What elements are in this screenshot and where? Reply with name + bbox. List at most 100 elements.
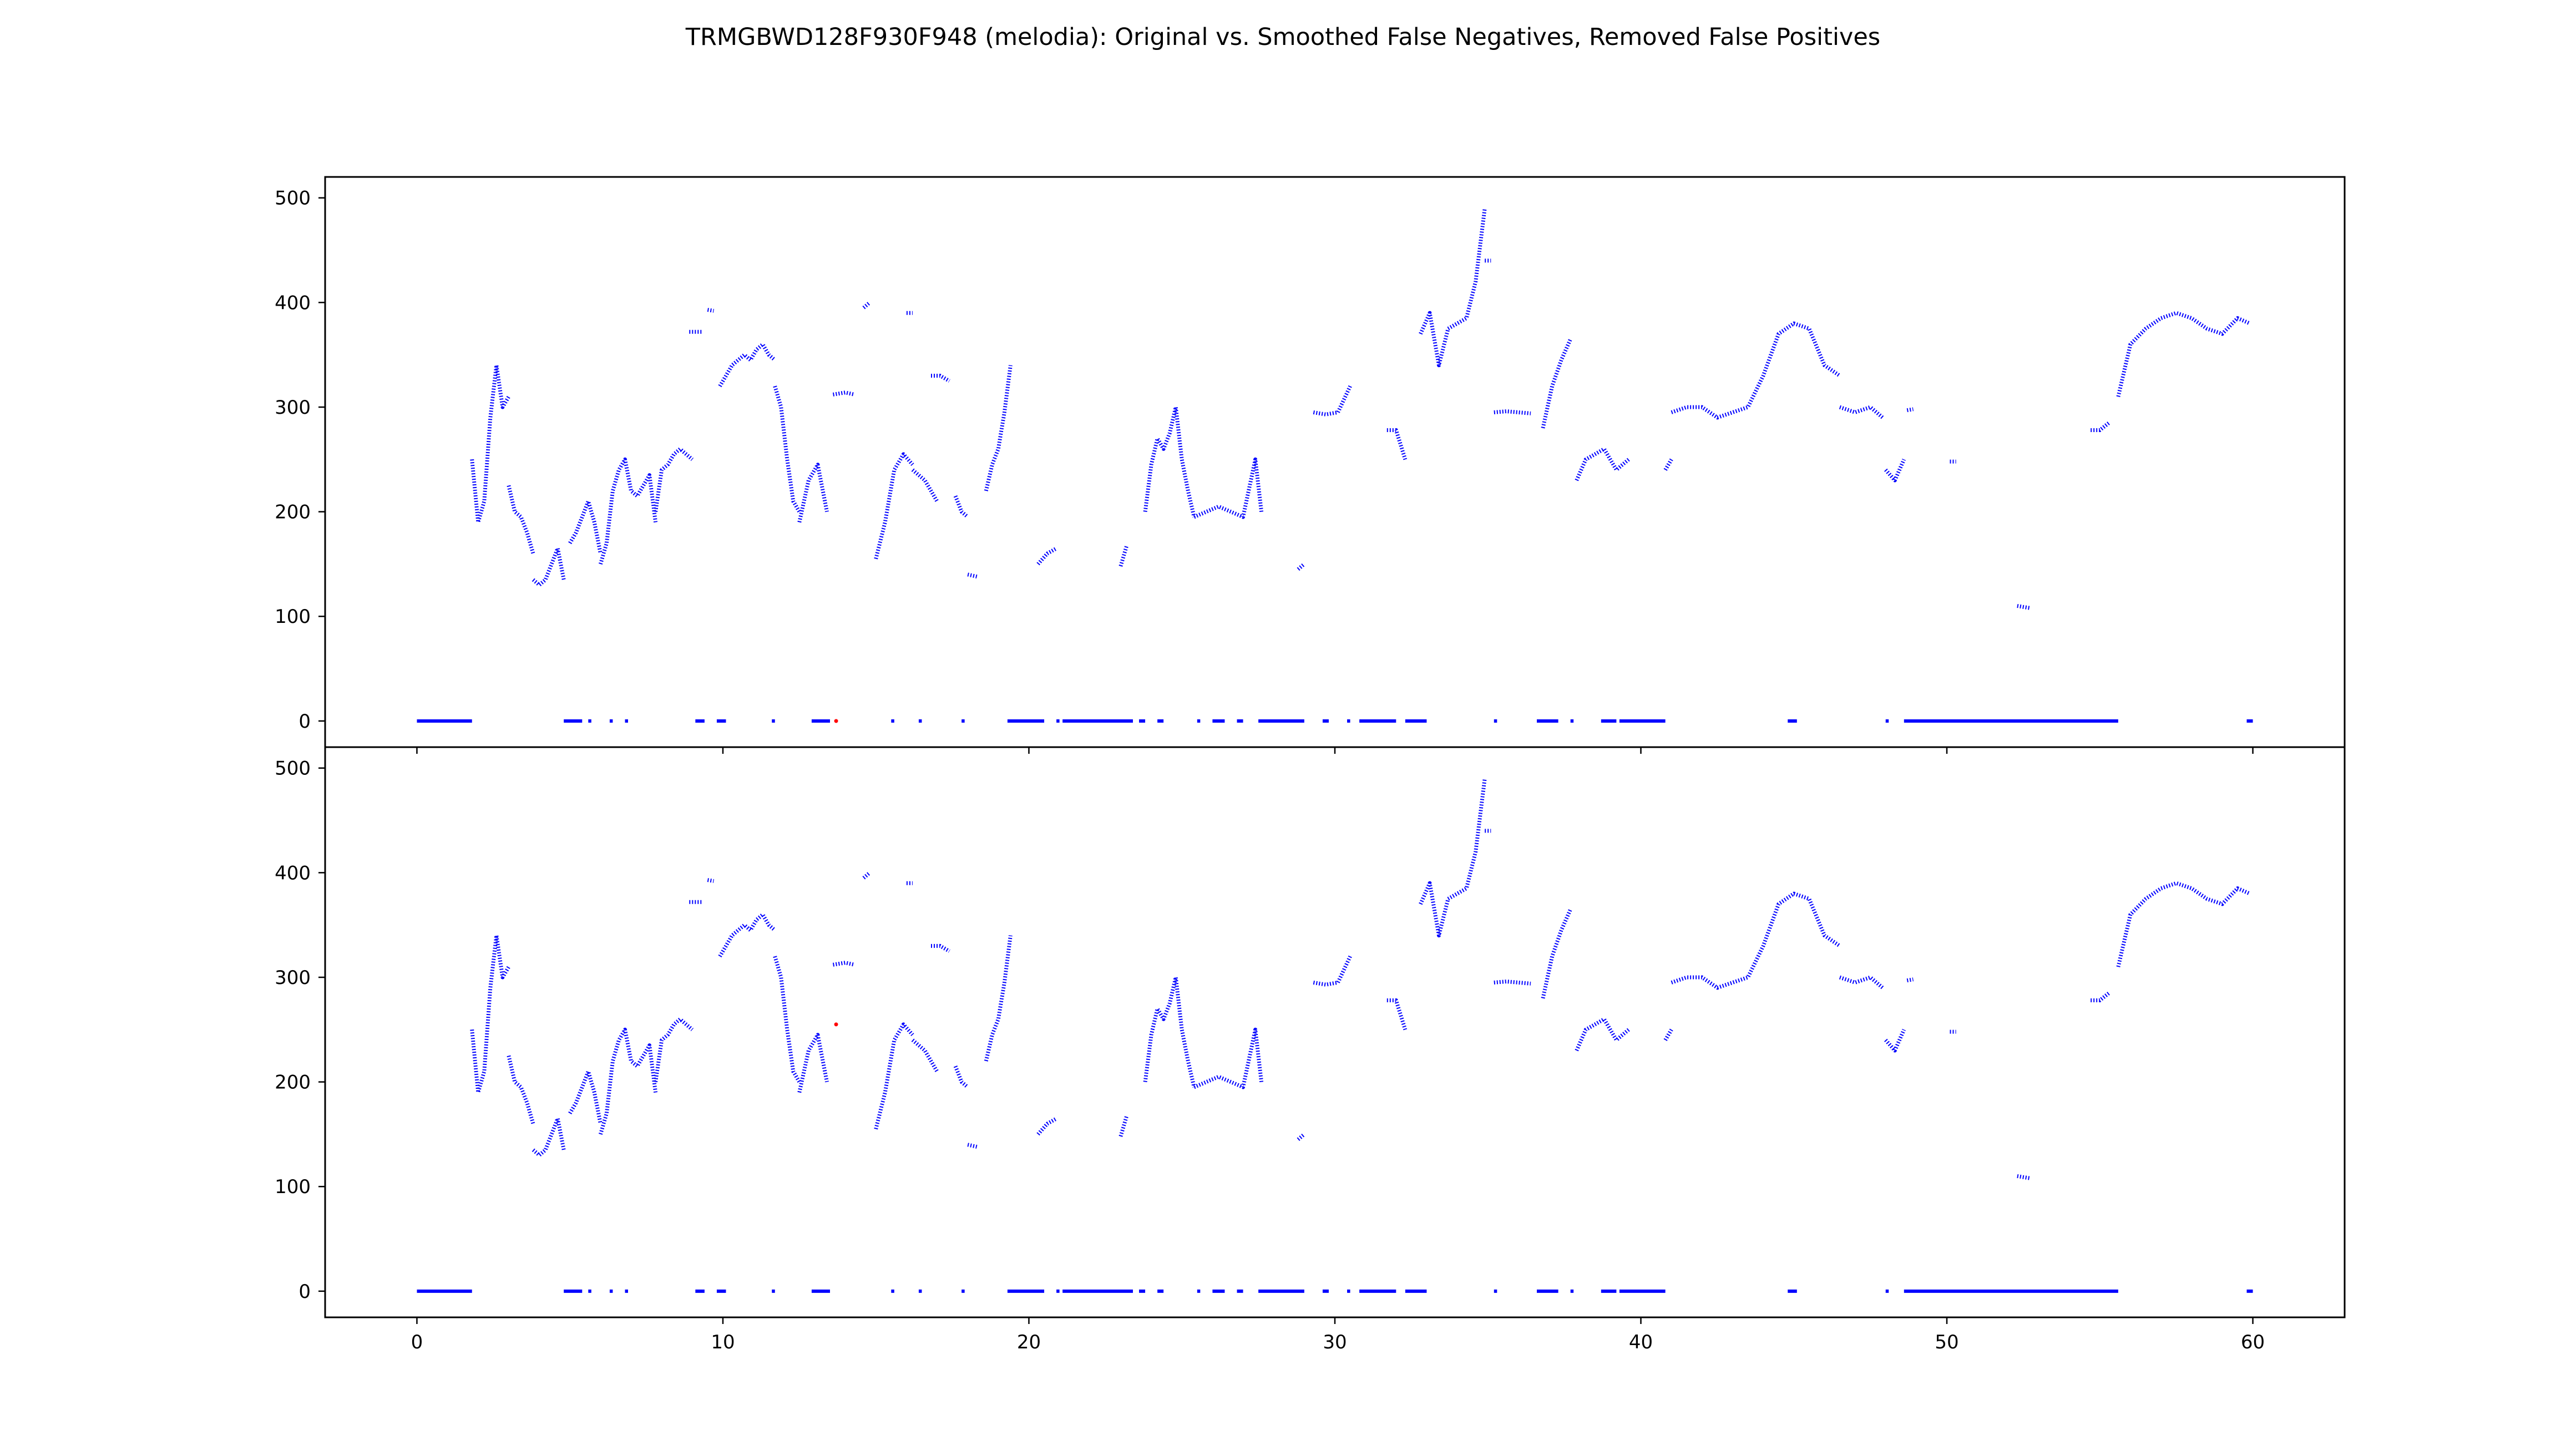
top-panel: 0 100 200 300 400 500 (275, 176, 2346, 754)
pitch-contour-segment (2017, 1174, 2030, 1180)
pitch-contour-segment (874, 1022, 914, 1130)
y-tick-label: 100 (275, 1176, 311, 1198)
pitch-contour-segment (967, 1143, 978, 1149)
axes-frame (324, 176, 2346, 748)
x-tick-label: 50 (1935, 1331, 1958, 1353)
pitch-contour-segment (599, 1027, 658, 1135)
x-tick-label: 60 (2241, 1331, 2265, 1353)
pitch-contour-segment (1541, 338, 1572, 429)
pitch-contour-segment (1906, 407, 1914, 413)
pitch-contour-segment (931, 373, 950, 383)
pitch-contour-segment (984, 365, 1013, 491)
pitch-contour-segment (599, 457, 658, 565)
pitch-contour-segment (568, 499, 603, 554)
pitch-contour-segment (707, 878, 714, 883)
x-tick-label: 20 (1017, 1331, 1041, 1353)
pitch-contour-segment (862, 871, 871, 880)
pitch-contour-segment (1663, 458, 1673, 471)
y-tick-label: 500 (275, 758, 311, 780)
axes-frame (324, 746, 2346, 1318)
x-tick-label: 40 (1629, 1331, 1653, 1353)
pitch-contour-segment (1494, 409, 1531, 415)
y-tick-label: 300 (275, 967, 311, 989)
pitch-contour-segment (1313, 955, 1352, 987)
pitch-contour-segment (1839, 405, 1884, 419)
pitch-contour-segment (1143, 405, 1196, 518)
pitch-contour-segment (1541, 908, 1572, 999)
y-tick-label: 500 (275, 187, 311, 210)
pitch-contour-segment (568, 1069, 603, 1124)
pitch-contour-segment (984, 935, 1013, 1062)
pitch-contour-segment (1671, 321, 1841, 420)
false-positive-point (834, 719, 838, 723)
pitch-contour-segment (1036, 546, 1057, 566)
pitch-contour-segment (911, 468, 939, 503)
bottom-panel: 0 100 200 300 400 500 0 10 20 30 40 50 60 (275, 746, 2346, 1353)
pitch-contour-segment (931, 943, 950, 953)
pitch-contour-segment (507, 485, 535, 554)
pitch-contour-segment (1297, 562, 1306, 571)
pitch-contour-segment (967, 572, 978, 579)
x-tick-label: 10 (711, 1331, 735, 1353)
x-tick-label: 30 (1323, 1331, 1347, 1353)
page-title: TRMGBWD128F930F948 (melodia): Original v… (685, 23, 1881, 51)
pitch-contour-segment (532, 1117, 566, 1158)
pitch-contour-segment (1036, 1117, 1057, 1136)
pitch-contour-segment (1884, 1028, 1906, 1053)
pitch-contour-segment (911, 1038, 939, 1073)
x-tick-label: 0 (411, 1331, 423, 1353)
pitch-contour-segment (1575, 447, 1630, 481)
pitch-contour-segment (1419, 778, 1487, 937)
pitch-contour-segment (773, 385, 801, 513)
pitch-contour-segment (1297, 1133, 1306, 1141)
pitch-contour-segment (797, 463, 829, 523)
pitch-contour-segment (1313, 385, 1352, 417)
pitch-contour-segment (797, 1033, 829, 1093)
pitch-contour-segment (2116, 311, 2251, 397)
pitch-contour-segment (470, 934, 510, 1094)
pitch-contour-segment (2091, 991, 2111, 1002)
pitch-contour-segment (1419, 208, 1487, 367)
y-tick-label: 100 (275, 606, 311, 628)
y-tick-label: 0 (298, 1281, 311, 1303)
pitch-contour-segment (718, 912, 776, 957)
pitch-contour-segment (773, 956, 801, 1083)
y-tick-label: 300 (275, 397, 311, 419)
pitch-contour-segment (654, 447, 694, 513)
pitch-contour-segment (874, 452, 914, 560)
y-tick-label: 400 (275, 862, 311, 884)
pitch-contour-segment (1884, 458, 1906, 483)
pitch-contour-segment (718, 342, 776, 387)
pitch-contour-segment (953, 1066, 969, 1089)
pitch-contour-segment (1839, 975, 1884, 990)
pitch-contour-segment (1118, 1115, 1129, 1137)
pitch-contour-segment (707, 308, 714, 313)
pitch-contour-segment (1671, 891, 1841, 990)
pitch-contour-segment (1494, 980, 1531, 986)
pitch-contour-segment (2091, 421, 2111, 432)
pitch-contour-segment (2017, 603, 2030, 610)
pitch-contour-segment (1193, 1027, 1264, 1089)
pitch-contour-segment (1386, 998, 1408, 1031)
y-tick-label: 400 (275, 292, 311, 314)
pitch-contour-segment (1143, 975, 1196, 1088)
pitch-contour-segment (832, 390, 855, 397)
pitch-contour-segment (470, 363, 510, 524)
pitch-contour-segment (862, 301, 871, 310)
pitch-contour-segment (1386, 428, 1408, 460)
pitch-contour-segment (532, 546, 566, 587)
y-tick-label: 200 (275, 501, 311, 524)
false-positive-point (834, 1022, 838, 1027)
pitch-contour-segment (507, 1055, 535, 1124)
pitch-contour-segment (953, 495, 969, 519)
pitch-contour-segment (832, 961, 855, 967)
pitch-contour-segment (1663, 1028, 1673, 1041)
pitch-contour-segment (2116, 881, 2251, 967)
y-tick-label: 200 (275, 1072, 311, 1094)
pitch-contour-segment (1193, 457, 1264, 519)
pitch-contour-segment (1575, 1017, 1630, 1052)
y-tick-label: 0 (298, 711, 311, 733)
pitch-contour-segment (654, 1017, 694, 1083)
pitch-contour-segment (1118, 545, 1129, 567)
